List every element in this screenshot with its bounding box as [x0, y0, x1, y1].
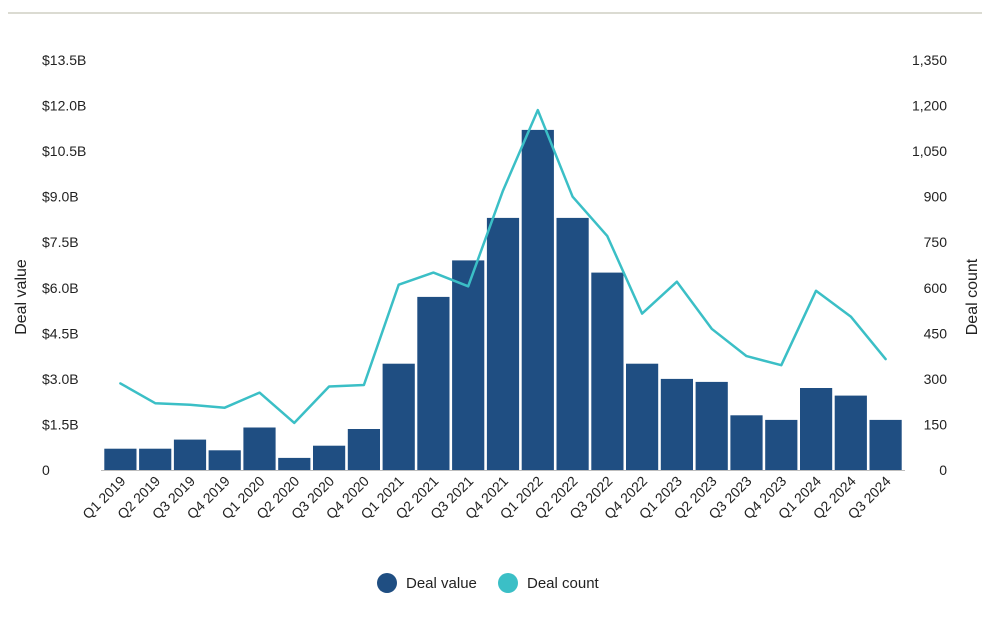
bar-q1-2022	[522, 130, 554, 470]
right-tick-label: 0	[939, 462, 947, 478]
right-tick-label: 900	[924, 189, 948, 205]
bar-q1-2020	[243, 428, 275, 471]
left-tick-label: $4.5B	[42, 325, 79, 341]
right-tick-label: 300	[924, 371, 948, 387]
right-tick-label: 1,200	[912, 98, 947, 114]
bar-q2-2020	[278, 458, 310, 470]
right-tick-label: 1,350	[912, 52, 947, 68]
bar-q1-2021	[383, 364, 415, 470]
left-tick-label: $9.0B	[42, 189, 79, 205]
bar-q2-2022	[557, 218, 589, 470]
legend: Deal value Deal count	[377, 573, 600, 593]
left-tick-label: $3.0B	[42, 371, 79, 387]
legend-marker-deal-count	[498, 573, 518, 593]
bar-q2-2021	[417, 297, 449, 470]
right-tick-label: 450	[924, 325, 948, 341]
bar-series-deal-value	[101, 130, 905, 471]
bar-q4-2023	[765, 420, 797, 470]
right-axis-title: Deal count	[964, 258, 981, 335]
bar-q3-2022	[591, 273, 623, 470]
bar-q3-2019	[174, 440, 206, 470]
bar-q4-2022	[626, 364, 658, 470]
bar-q4-2021	[487, 218, 519, 470]
legend-label-deal-value: Deal value	[406, 575, 477, 592]
left-tick-label: $1.5B	[42, 416, 79, 432]
bar-q3-2024	[870, 420, 902, 470]
bar-q3-2020	[313, 446, 345, 470]
left-tick-label: 0	[42, 462, 50, 478]
left-tick-label: $7.5B	[42, 234, 79, 250]
bar-q4-2020	[348, 429, 380, 470]
left-axis: 0 $1.5B $3.0B $4.5B $6.0B $7.5B $9.0B $10.5B $12…	[42, 52, 86, 478]
bar-q3-2021	[452, 260, 484, 470]
bar-q2-2023	[696, 382, 728, 470]
left-tick-label: $10.5B	[42, 143, 86, 159]
legend-label-deal-count: Deal count	[527, 575, 600, 592]
left-tick-label: $13.5B	[42, 52, 86, 68]
right-tick-label: 600	[924, 280, 948, 296]
bar-q1-2023	[661, 379, 693, 470]
right-tick-label: 150	[924, 416, 948, 432]
legend-marker-deal-value	[377, 573, 397, 593]
bar-q1-2019	[104, 449, 136, 470]
bar-q1-2024	[800, 388, 832, 470]
right-axis: 0 150 300 450 600 750 900 1,050 1,200 1,350	[912, 52, 947, 478]
bar-q4-2019	[209, 450, 241, 470]
bar-q2-2019	[139, 449, 171, 470]
left-tick-label: $12.0B	[42, 98, 86, 114]
right-tick-label: 750	[924, 234, 948, 250]
bar-q2-2024	[835, 396, 867, 470]
left-axis-title: Deal value	[13, 259, 30, 335]
left-tick-label: $6.0B	[42, 280, 79, 296]
bar-q3-2023	[730, 415, 762, 470]
right-tick-label: 1,050	[912, 143, 947, 159]
